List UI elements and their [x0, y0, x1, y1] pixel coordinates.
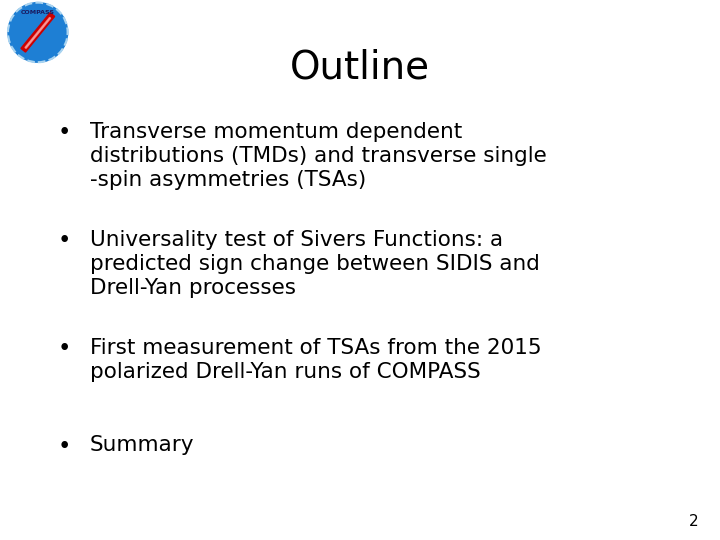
Text: First measurement of TSAs from the 2015
polarized Drell-Yan runs of COMPASS: First measurement of TSAs from the 2015 …	[90, 338, 541, 381]
Text: Summary: Summary	[90, 435, 194, 455]
FancyArrow shape	[21, 13, 55, 52]
Text: COMPASS: COMPASS	[21, 10, 55, 16]
Text: Universality test of Sivers Functions: a
predicted sign change between SIDIS and: Universality test of Sivers Functions: a…	[90, 230, 540, 298]
FancyArrow shape	[25, 17, 50, 49]
Text: Outline: Outline	[290, 49, 430, 86]
Circle shape	[8, 3, 68, 62]
Text: •: •	[58, 338, 71, 361]
Text: •: •	[58, 435, 71, 458]
Text: •: •	[58, 122, 71, 145]
Text: 2: 2	[689, 514, 698, 529]
Text: Transverse momentum dependent
distributions (TMDs) and transverse single
-spin a: Transverse momentum dependent distributi…	[90, 122, 546, 190]
Text: •: •	[58, 230, 71, 253]
